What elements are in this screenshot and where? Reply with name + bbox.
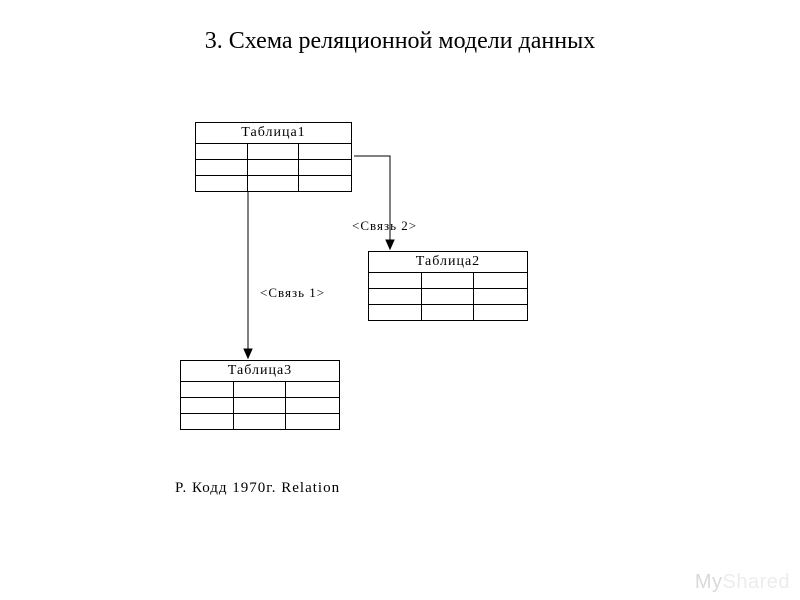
table-cell <box>299 176 351 192</box>
table-t2: Таблица2 <box>368 251 528 321</box>
page-title: 3. Схема реляционной модели данных <box>0 28 800 55</box>
table-cell <box>474 273 527 289</box>
table-cell <box>369 305 422 321</box>
table-t3: Таблица3 <box>180 360 340 430</box>
table-header: Таблица3 <box>181 361 339 382</box>
table-header: Таблица2 <box>369 252 527 273</box>
table-cell <box>248 160 300 176</box>
table-cell <box>299 144 351 160</box>
table-cell <box>196 176 248 192</box>
table-cell <box>299 160 351 176</box>
watermark: MyShared <box>695 571 790 594</box>
edge-label-e1: <Связь 1> <box>260 285 325 301</box>
table-cell <box>474 305 527 321</box>
table-cell <box>234 382 287 398</box>
table-cell <box>181 414 234 430</box>
table-rows <box>181 382 339 430</box>
edge-label-e2: <Связь 2> <box>352 218 417 234</box>
watermark-part2: Shared <box>723 571 791 593</box>
table-cell <box>422 289 475 305</box>
table-cell <box>369 289 422 305</box>
table-cell <box>422 305 475 321</box>
table-cell <box>286 414 339 430</box>
table-cell <box>181 398 234 414</box>
footer-text: Р. Кодд 1970г. Relation <box>175 480 340 497</box>
page: 3. Схема реляционной модели данных Табли… <box>0 0 800 600</box>
table-cell <box>286 382 339 398</box>
table-cell <box>181 382 234 398</box>
table-t1: Таблица1 <box>195 122 352 192</box>
table-cell <box>422 273 475 289</box>
table-rows <box>369 273 527 321</box>
table-cell <box>248 176 300 192</box>
watermark-part1: My <box>695 571 723 593</box>
table-cell <box>196 144 248 160</box>
table-cell <box>196 160 248 176</box>
table-cell <box>286 398 339 414</box>
table-cell <box>234 398 287 414</box>
table-cell <box>474 289 527 305</box>
arrowhead-e1 <box>244 349 252 358</box>
table-cell <box>234 414 287 430</box>
table-rows <box>196 144 351 192</box>
arrowhead-e2 <box>386 240 394 249</box>
table-cell <box>248 144 300 160</box>
table-cell <box>369 273 422 289</box>
table-header: Таблица1 <box>196 123 351 144</box>
